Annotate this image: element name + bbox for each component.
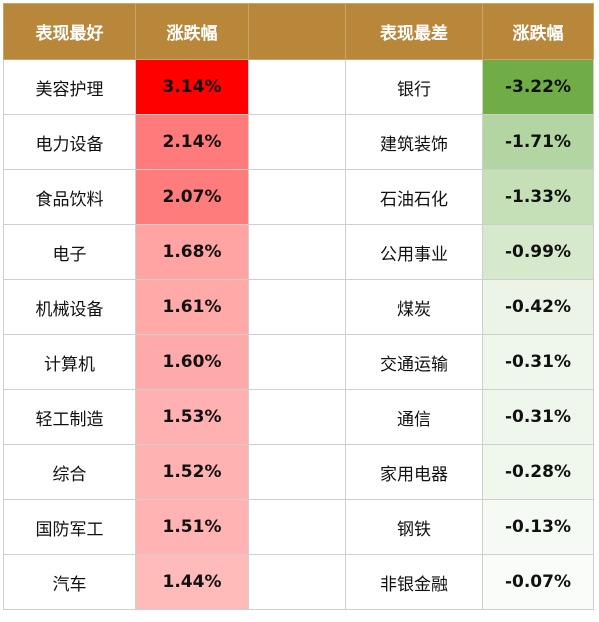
best-sector-change: 1.52% [135,444,249,500]
worst-sector-name: 银行 [345,59,483,115]
table-row: 美容护理 3.14% 银行 -3.22% [3,59,594,115]
table-row: 汽车 1.44% 非银金融 -0.07% [3,554,594,610]
gap-cell [248,334,346,390]
header-gap [248,3,346,60]
header-worst-change: 涨跌幅 [482,3,594,60]
worst-sector-change: -0.31% [482,334,594,390]
best-sector-change: 1.61% [135,279,249,335]
best-sector-change: 1.53% [135,389,249,445]
gap-cell [248,499,346,555]
worst-sector-change: -0.28% [482,444,594,500]
worst-sector-name: 建筑装饰 [345,114,483,170]
best-sector-change: 1.51% [135,499,249,555]
worst-sector-name: 交通运输 [345,334,483,390]
best-sector-name: 计算机 [3,334,136,390]
best-sector-name: 汽车 [3,554,136,610]
gap-cell [248,444,346,500]
gap-cell [248,59,346,115]
best-sector-name: 美容护理 [3,59,136,115]
worst-sector-change: -0.99% [482,224,594,280]
table-row: 机械设备 1.61% 煤炭 -0.42% [3,279,594,335]
best-sector-change: 1.60% [135,334,249,390]
table-row: 国防军工 1.51% 钢铁 -0.13% [3,499,594,555]
table-row: 电子 1.68% 公用事业 -0.99% [3,224,594,280]
best-sector-name: 电子 [3,224,136,280]
best-sector-change: 1.44% [135,554,249,610]
header-best-sector: 表现最好 [3,3,136,60]
header-best-change: 涨跌幅 [135,3,249,60]
worst-sector-name: 钢铁 [345,499,483,555]
worst-sector-name: 煤炭 [345,279,483,335]
gap-cell [248,169,346,225]
worst-sector-change: -0.13% [482,499,594,555]
gap-cell [248,389,346,445]
worst-sector-change: -0.31% [482,389,594,445]
table-row: 综合 1.52% 家用电器 -0.28% [3,444,594,500]
best-sector-change: 2.14% [135,114,249,170]
header-row: 表现最好 涨跌幅 表现最差 涨跌幅 [3,3,594,60]
gap-cell [248,224,346,280]
gap-cell [248,114,346,170]
worst-sector-name: 公用事业 [345,224,483,280]
table-row: 计算机 1.60% 交通运输 -0.31% [3,334,594,390]
worst-sector-name: 石油石化 [345,169,483,225]
worst-sector-name: 非银金融 [345,554,483,610]
worst-sector-name: 家用电器 [345,444,483,500]
best-sector-name: 机械设备 [3,279,136,335]
best-sector-name: 食品饮料 [3,169,136,225]
gap-cell [248,554,346,610]
gap-cell [248,279,346,335]
worst-sector-change: -0.42% [482,279,594,335]
table-row: 轻工制造 1.53% 通信 -0.31% [3,389,594,445]
worst-sector-change: -1.33% [482,169,594,225]
sector-performance-table: 表现最好 涨跌幅 表现最差 涨跌幅 美容护理 3.14% 银行 -3.22% 电力设备 2… [3,3,594,610]
best-sector-name: 综合 [3,444,136,500]
best-sector-name: 轻工制造 [3,389,136,445]
worst-sector-change: -1.71% [482,114,594,170]
worst-sector-change: -3.22% [482,59,594,115]
best-sector-change: 1.68% [135,224,249,280]
table-row: 电力设备 2.14% 建筑装饰 -1.71% [3,114,594,170]
worst-sector-name: 通信 [345,389,483,445]
worst-sector-change: -0.07% [482,554,594,610]
best-sector-change: 3.14% [135,59,249,115]
best-sector-name: 国防军工 [3,499,136,555]
header-worst-sector: 表现最差 [345,3,483,60]
best-sector-name: 电力设备 [3,114,136,170]
table-row: 食品饮料 2.07% 石油石化 -1.33% [3,169,594,225]
best-sector-change: 2.07% [135,169,249,225]
